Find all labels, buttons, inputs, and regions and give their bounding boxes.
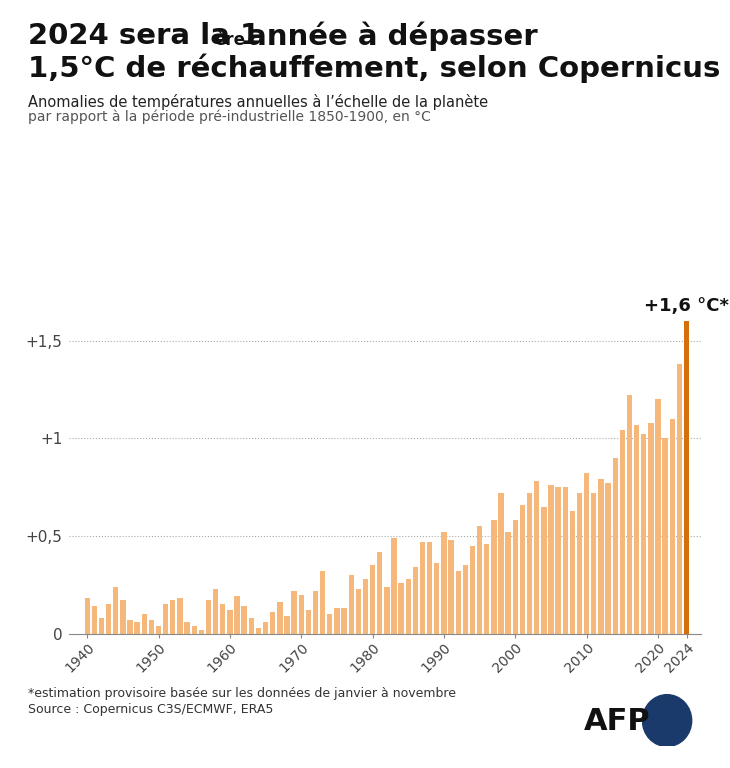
Bar: [149, 620, 154, 634]
Bar: [477, 526, 483, 634]
Bar: [384, 587, 390, 634]
Bar: [220, 604, 226, 634]
Bar: [627, 396, 632, 634]
Bar: [520, 505, 525, 634]
Bar: [427, 541, 432, 634]
Bar: [299, 594, 304, 634]
Bar: [456, 571, 461, 634]
Circle shape: [642, 694, 692, 746]
Bar: [163, 604, 169, 634]
Bar: [399, 583, 404, 634]
Bar: [85, 598, 90, 634]
Bar: [306, 610, 311, 634]
Bar: [284, 616, 290, 634]
Bar: [662, 439, 668, 634]
Bar: [313, 591, 318, 634]
Bar: [641, 435, 646, 634]
Bar: [656, 399, 661, 634]
Text: +1,6 °C*: +1,6 °C*: [644, 297, 729, 316]
Bar: [505, 532, 511, 634]
Bar: [598, 479, 604, 634]
Text: 1,5°C de réchauffement, selon Copernicus: 1,5°C de réchauffement, selon Copernicus: [28, 54, 720, 83]
Bar: [577, 493, 583, 634]
Bar: [441, 532, 447, 634]
Bar: [127, 620, 133, 634]
Bar: [512, 521, 518, 634]
Text: année à dépasser: année à dépasser: [237, 22, 538, 51]
Bar: [156, 626, 161, 634]
Bar: [591, 493, 596, 634]
Bar: [470, 546, 475, 634]
Bar: [185, 622, 190, 634]
Bar: [327, 614, 332, 634]
Bar: [363, 579, 368, 634]
Text: Source : Copernicus C3S/ECMWF, ERA5: Source : Copernicus C3S/ECMWF, ERA5: [28, 703, 273, 716]
Text: 2024 sera la 1: 2024 sera la 1: [28, 22, 260, 49]
Bar: [227, 610, 233, 634]
Bar: [170, 601, 175, 634]
Bar: [270, 612, 275, 634]
Bar: [334, 608, 339, 634]
Bar: [620, 431, 625, 634]
Bar: [242, 606, 247, 634]
Bar: [320, 571, 326, 634]
Bar: [213, 589, 218, 634]
Bar: [499, 493, 504, 634]
Text: *estimation provisoire basée sur les données de janvier à novembre: *estimation provisoire basée sur les don…: [28, 687, 456, 700]
Bar: [277, 602, 283, 634]
Bar: [142, 614, 147, 634]
Bar: [191, 626, 197, 634]
Bar: [113, 587, 118, 634]
Bar: [92, 606, 97, 634]
Bar: [563, 487, 568, 634]
Bar: [255, 627, 261, 634]
Bar: [463, 565, 468, 634]
Text: ère: ère: [215, 31, 245, 48]
Bar: [106, 604, 111, 634]
Bar: [420, 541, 425, 634]
Bar: [391, 538, 396, 634]
Bar: [684, 321, 689, 634]
Bar: [669, 419, 675, 634]
Bar: [677, 364, 682, 634]
Bar: [634, 425, 639, 634]
Bar: [342, 608, 347, 634]
Bar: [541, 507, 547, 634]
Bar: [605, 483, 611, 634]
Bar: [491, 521, 496, 634]
Bar: [134, 622, 140, 634]
Bar: [412, 568, 418, 634]
Bar: [484, 544, 489, 634]
Bar: [612, 458, 618, 634]
Bar: [434, 563, 439, 634]
Bar: [448, 540, 454, 634]
Bar: [584, 473, 589, 634]
Bar: [377, 551, 383, 634]
Bar: [177, 598, 182, 634]
Bar: [249, 618, 254, 634]
Bar: [291, 591, 297, 634]
Bar: [206, 601, 211, 634]
Bar: [406, 579, 411, 634]
Bar: [527, 493, 532, 634]
Bar: [370, 565, 375, 634]
Bar: [234, 597, 239, 634]
Text: Anomalies de températures annuelles à l’échelle de la planète: Anomalies de températures annuelles à l’…: [28, 94, 488, 110]
Bar: [356, 589, 361, 634]
Bar: [120, 601, 126, 634]
Bar: [348, 575, 354, 634]
Text: par rapport à la période pré-industrielle 1850-1900, en °C: par rapport à la période pré-industriell…: [28, 109, 431, 124]
Bar: [199, 630, 204, 634]
Bar: [263, 622, 268, 634]
Bar: [556, 487, 561, 634]
Bar: [99, 618, 104, 634]
Bar: [569, 511, 575, 634]
Bar: [548, 485, 553, 634]
Bar: [534, 482, 539, 634]
Text: AFP: AFP: [584, 707, 650, 737]
Bar: [648, 422, 653, 634]
